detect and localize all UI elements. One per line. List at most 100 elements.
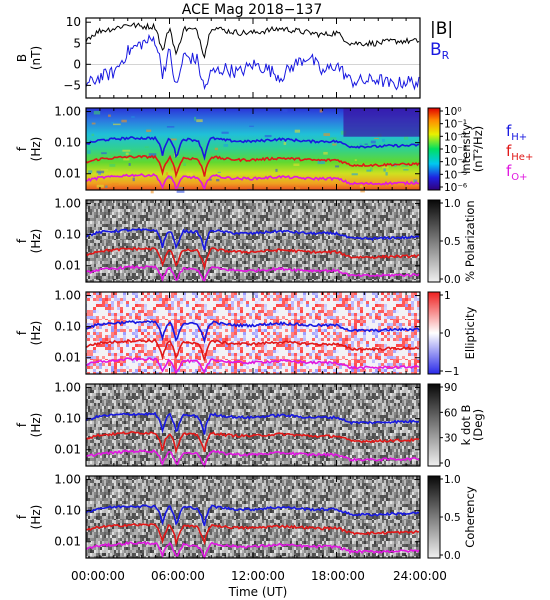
y-axis-label: B(nT)	[15, 46, 43, 70]
spectrogram-texture	[150, 189, 154, 194]
spectrogram-texture	[282, 109, 288, 113]
spectrogram-texture	[364, 143, 368, 145]
series-line-b-r	[85, 33, 420, 91]
y-tick-label: −5	[63, 78, 81, 92]
colorbar-coherency	[427, 475, 441, 559]
colorbar-tick-label: 10⁻⁵	[444, 169, 467, 181]
spectrogram-region	[343, 108, 420, 137]
y-tick-label: 1.00	[54, 473, 81, 487]
panel-frame	[85, 17, 421, 99]
spectrogram-texture	[96, 184, 104, 188]
spectrogram-texture	[146, 129, 152, 132]
y-tick-label: 0.01	[54, 535, 81, 549]
spectrogram-texture	[93, 110, 101, 115]
spectrogram-texture	[169, 138, 177, 141]
panel-intensity: f(Hz) 1.00 0.10 0.01 10⁰10⁻¹10⁻²10⁻³10⁻⁴10⁻⁵…	[15, 105, 485, 194]
colorbar-tick-label: 1.0	[444, 474, 461, 486]
y-axis-label: f(Hz)	[15, 137, 43, 162]
colorbar-tick-label: 10⁻³	[444, 144, 467, 156]
spectrogram-texture	[183, 162, 186, 166]
spectrogram-texture	[382, 166, 389, 169]
colorbar-title: Intensity(nT²/Hz)	[459, 124, 485, 174]
spectrogram-texture	[209, 178, 212, 181]
y-tick-label: 0.01	[54, 351, 81, 365]
spectrogram-polarization	[86, 200, 420, 282]
spectrogram-texture	[100, 169, 109, 171]
spectrogram-texture	[177, 187, 185, 189]
spectrogram-texture	[382, 138, 385, 142]
colorbar-tick-label: 10⁻⁶	[444, 182, 467, 194]
spectrogram-texture	[132, 177, 135, 182]
legend-f-h: fH+	[506, 122, 527, 143]
trace-f-o	[85, 448, 420, 468]
colorbar-tick-label: 0.0	[444, 274, 461, 286]
trace-f-he	[85, 154, 420, 179]
x-axis: 00:00:00 06:00:00 12:00:00 18:00:00 24:0…	[71, 569, 447, 599]
spectrogram-texture	[105, 185, 108, 188]
spectrogram-texture	[98, 172, 102, 175]
spectrogram-texture	[176, 189, 185, 193]
spectrogram-texture	[88, 170, 93, 174]
spectrogram-texture	[109, 163, 116, 167]
colorbar-intensity	[427, 107, 441, 191]
spectrogram-texture	[123, 158, 130, 161]
y-axis-label: f(Hz)	[15, 505, 43, 530]
spectrogram-texture	[413, 179, 418, 183]
y-axis-label: f(Hz)	[15, 229, 43, 254]
x-axis-label: Time (UT)	[228, 585, 288, 599]
colorbar-title: Coherency	[463, 486, 477, 548]
spectrogram-texture	[323, 151, 328, 155]
spectrogram-texture	[370, 140, 376, 144]
colorbar-tick-label: 1	[444, 290, 451, 302]
colorbar-polarization	[427, 199, 441, 283]
colorbar-title: % Polarization	[463, 200, 477, 281]
x-tick-label: 24:00:00	[393, 569, 447, 583]
x-tick-label: 06:00:00	[151, 569, 205, 583]
spectrogram-texture	[112, 123, 121, 126]
legend-f-he: fHe+	[506, 142, 533, 163]
spectrogram-texture	[362, 182, 371, 186]
colorbar-tick-label: 0.0	[444, 550, 461, 562]
spectrogram-texture	[101, 152, 107, 155]
colorbar-title: Ellipticity	[463, 306, 477, 359]
trace-f-o	[85, 172, 420, 192]
spectrogram-texture	[122, 149, 131, 152]
spectrogram-texture	[91, 122, 96, 125]
spectrogram-texture	[128, 163, 131, 166]
colorbar-kdotb	[427, 383, 441, 467]
spectrogram-texture	[385, 172, 388, 176]
trace-f-he	[85, 431, 420, 455]
spectrogram-texture	[148, 153, 157, 157]
freq-legend: fH+ fHe+ fO+	[506, 122, 533, 183]
trace-f-h	[85, 504, 420, 527]
spectrogram-texture	[329, 137, 337, 140]
spectrogram-texture	[221, 131, 229, 134]
spectrogram-texture	[319, 109, 323, 113]
y-tick-label: 10	[66, 15, 81, 29]
spectrogram-texture	[370, 167, 373, 172]
spectrogram-texture	[249, 125, 254, 127]
colorbar-tick-label: 0.5	[444, 512, 461, 524]
spectrogram-texture	[144, 146, 149, 148]
colorbar-ellipticity	[427, 291, 441, 375]
spectrogram-texture	[360, 189, 365, 193]
spectrogram-texture	[186, 172, 193, 177]
y-axis-label: f(Hz)	[15, 321, 43, 346]
colorbar-title: k dot B(Deg)	[459, 405, 485, 446]
spectrogram-texture	[294, 129, 301, 133]
y-tick-label: 0.10	[54, 504, 81, 518]
panel-kdotb: f(Hz) 1.00 0.10 0.01 90 60 30 0 k dot B(Deg)	[15, 381, 485, 470]
spectrogram-texture	[283, 142, 287, 145]
x-tick-label: 00:00:00	[71, 569, 125, 583]
spectrogram-texture	[296, 187, 300, 190]
x-tick-label: 12:00:00	[231, 569, 285, 583]
y-tick-label: 5	[73, 36, 81, 50]
trace-f-he	[85, 246, 420, 271]
y-tick-label: 1.00	[54, 197, 81, 211]
colorbar-tick-label: 1.0	[444, 198, 461, 210]
panel-field: B(nT) 10 5 0 −5	[15, 15, 421, 99]
spectrogram-texture	[359, 185, 363, 188]
spectrogram-texture	[278, 140, 282, 143]
spectrogram-texture	[317, 160, 325, 165]
y-tick-label: 0.10	[54, 228, 81, 242]
